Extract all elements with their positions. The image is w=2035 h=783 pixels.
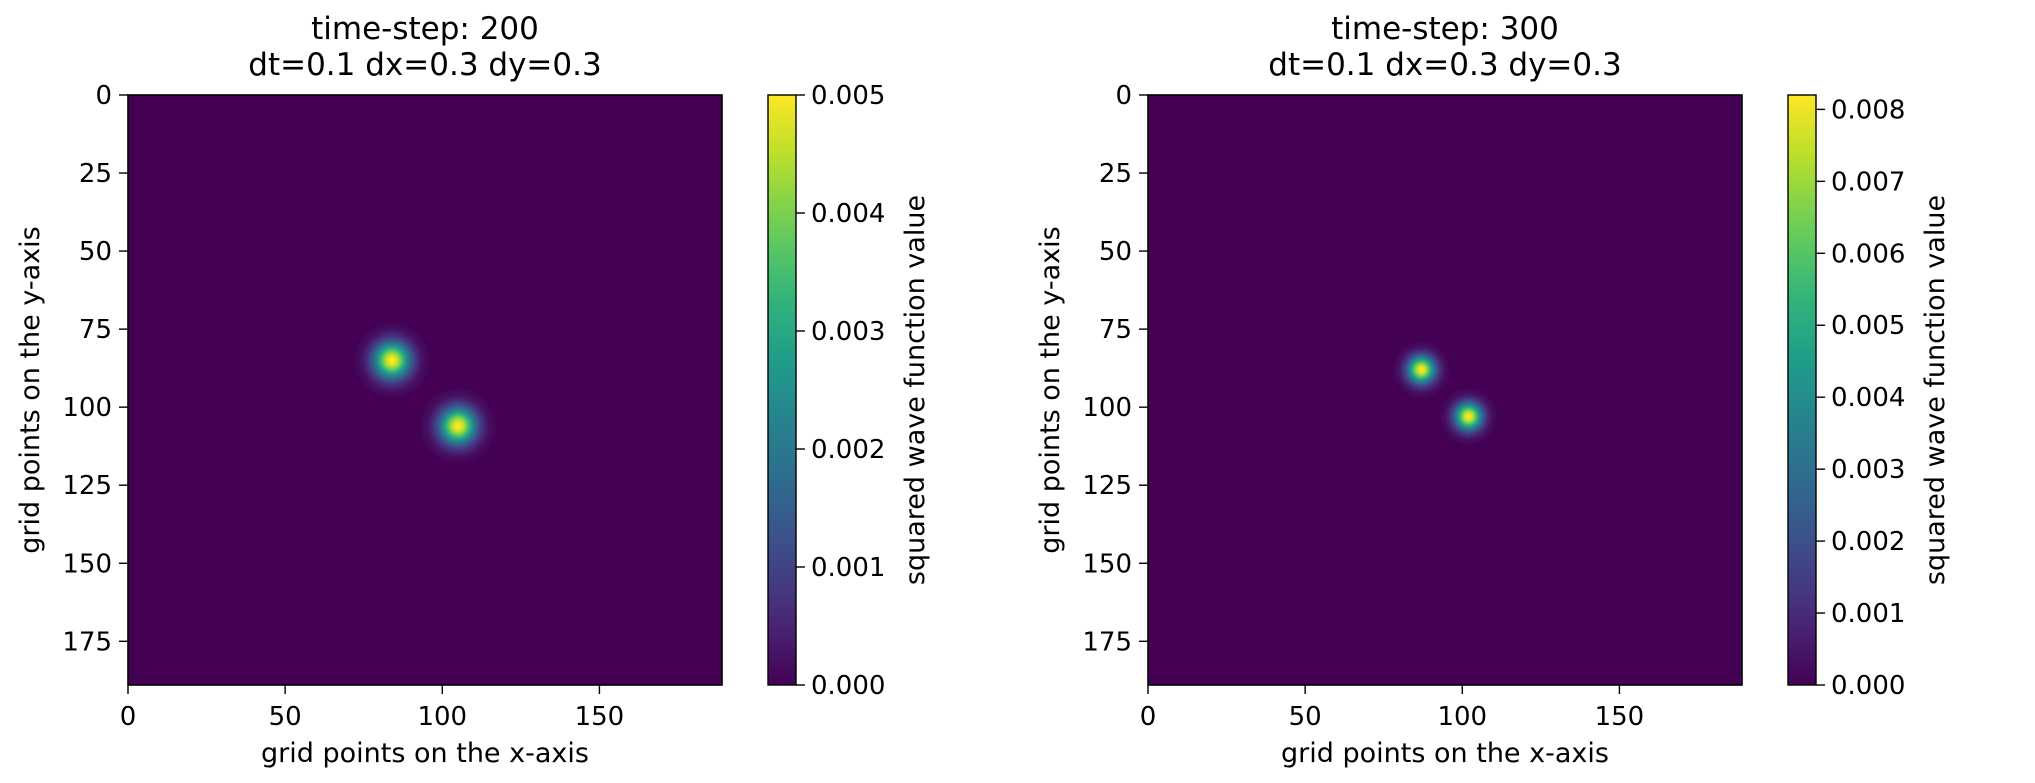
colorbar-tick-label: 0.000 <box>811 671 885 701</box>
plot-frame <box>1147 94 1743 686</box>
heatmap-background <box>1148 95 1742 685</box>
colorbar-tick-label: 0.000 <box>1831 671 1905 701</box>
y-tick-label: 175 <box>62 627 112 657</box>
colorbar-tick-label: 0.005 <box>1831 311 1905 341</box>
y-axis-label: grid points on the y-axis <box>15 226 46 554</box>
heatmap-peak-1 <box>354 322 430 399</box>
y-tick-label: 175 <box>1082 627 1132 657</box>
x-axis-label: grid points on the x-axis <box>261 738 589 769</box>
chart-title: time-step: 300 <box>1331 11 1559 47</box>
colorbar-frame <box>1787 94 1817 686</box>
colorbar <box>1788 95 1816 685</box>
colorbar <box>768 95 796 685</box>
x-tick-label: 0 <box>1140 702 1157 732</box>
x-tick-label: 100 <box>1437 702 1487 732</box>
heatmap-panel-timestep-200: time-step: 200 dt=0.1 dx=0.3 dy=0.3 0 50 1… <box>0 0 1015 783</box>
colorbar-tick-label: 0.008 <box>1831 95 1905 125</box>
heatmap-panel-timestep-300: time-step: 300 dt=0.1 dx=0.3 dy=0.3 0 50 1… <box>1020 0 2035 783</box>
y-tick-label: 75 <box>79 315 112 345</box>
colorbar-tick-label: 0.001 <box>1831 599 1905 629</box>
y-tick-label: 125 <box>62 471 112 501</box>
chart-subtitle: dt=0.1 dx=0.3 dy=0.3 <box>1268 47 1622 83</box>
y-tick-label: 0 <box>95 81 112 111</box>
chart-subtitle: dt=0.1 dx=0.3 dy=0.3 <box>248 47 602 83</box>
colorbar-tick-label: 0.006 <box>1831 239 1905 269</box>
colorbar-tick-label: 0.004 <box>1831 383 1905 413</box>
heatmap-background <box>128 95 722 685</box>
y-tick-label: 0 <box>1115 81 1132 111</box>
colorbar-tick-label: 0.002 <box>1831 527 1905 557</box>
colorbar-tick-label: 0.003 <box>811 317 885 347</box>
y-tick-label: 50 <box>79 237 112 267</box>
chart-title: time-step: 200 <box>311 11 539 47</box>
colorbar-tick-label: 0.002 <box>811 435 885 465</box>
y-tick-label: 50 <box>1099 237 1132 267</box>
y-tick-label: 150 <box>1082 549 1132 579</box>
x-tick-label: 100 <box>417 702 467 732</box>
heatmap-plot: 0 50 100 150 0 25 50 75 100 125 150 175 0.000 0.001 0.… <box>1082 81 1905 732</box>
x-tick-label: 0 <box>120 702 137 732</box>
x-tick-label: 150 <box>1595 702 1645 732</box>
y-tick-label: 100 <box>1082 393 1132 423</box>
x-axis-label: grid points on the x-axis <box>1281 738 1609 769</box>
y-axis-label: grid points on the y-axis <box>1035 226 1066 554</box>
y-tick-label: 100 <box>62 393 112 423</box>
plot-frame <box>127 94 723 686</box>
heatmap-plot: 0 50 100 150 0 25 50 75 100 125 150 175 0.000 0.001 0.… <box>62 81 885 732</box>
heatmap-peak-1 <box>1393 341 1450 398</box>
colorbar-tick-label: 0.003 <box>1831 455 1905 485</box>
colorbar-tick-label: 0.007 <box>1831 167 1905 197</box>
y-tick-label: 125 <box>1082 471 1132 501</box>
y-tick-label: 25 <box>1099 159 1132 189</box>
x-tick-label: 50 <box>1289 702 1322 732</box>
y-tick-label: 75 <box>1099 315 1132 345</box>
y-tick-label: 25 <box>79 159 112 189</box>
y-tick-label: 150 <box>62 549 112 579</box>
x-tick-label: 50 <box>269 702 302 732</box>
colorbar-tick-label: 0.004 <box>811 199 885 229</box>
colorbar-label: squared wave function value <box>1920 194 1951 586</box>
colorbar-tick-label: 0.001 <box>811 553 885 583</box>
heatmap-peak-2 <box>420 388 496 464</box>
heatmap-peak-2 <box>1440 388 1497 445</box>
colorbar-frame <box>767 94 797 686</box>
colorbar-label: squared wave function value <box>900 194 931 586</box>
colorbar-tick-label: 0.005 <box>811 81 885 111</box>
x-tick-label: 150 <box>575 702 625 732</box>
